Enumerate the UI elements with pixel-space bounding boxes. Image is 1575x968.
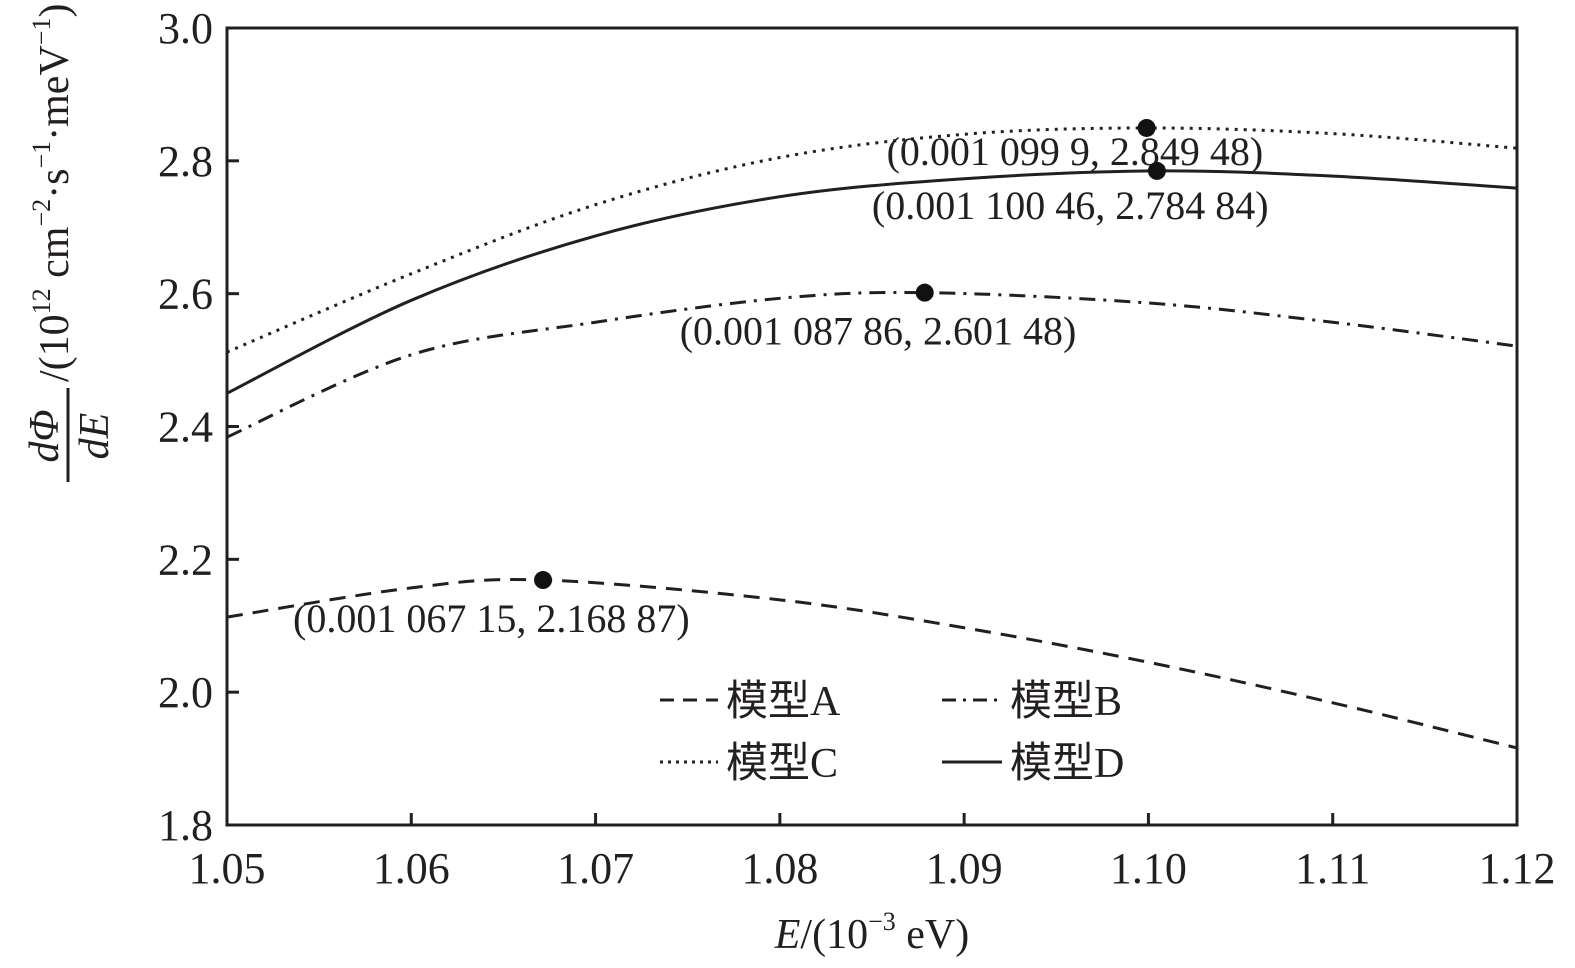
- x-tick-label: 1.08: [741, 844, 818, 893]
- x-tick-label: 1.10: [1110, 844, 1187, 893]
- peak-marker: [915, 283, 934, 302]
- y-axis-label: dΦ dE /(1012 cm−2·s−1·meV−1): [22, 4, 118, 482]
- y-tick-label: 3.0: [158, 4, 213, 53]
- legend-label-a: 模型A: [726, 679, 841, 725]
- peak-marker: [1147, 161, 1166, 180]
- x-axis-label: E/(10−3 eV): [774, 907, 969, 958]
- series-line-1: [226, 577, 1518, 750]
- legend: 模型A 模型B 模型C 模型D: [660, 679, 1124, 787]
- y-tick-label: 1.8: [158, 801, 213, 850]
- svg-text:dE: dE: [72, 413, 118, 460]
- y-ticks: 1.8 2.0 2.2 2.4 2.6 2.8 3.0: [158, 4, 239, 850]
- legend-label-c: 模型C: [726, 741, 838, 787]
- svg-text:/(1012 cm−2·s−1·meV−1): /(1012 cm−2·s−1·meV−1): [27, 4, 78, 382]
- y-tick-label: 2.6: [158, 270, 213, 319]
- curves: [226, 126, 1518, 750]
- y-tick-label: 2.2: [158, 535, 213, 584]
- annotations: (0.001 067 15, 2.168 87) (0.001 087 86, 2…: [293, 118, 1269, 641]
- svg-text:dΦ: dΦ: [22, 410, 68, 463]
- y-tick-label: 2.4: [158, 403, 213, 452]
- legend-label-d: 模型D: [1010, 741, 1124, 787]
- y-tick-label: 2.8: [158, 137, 213, 186]
- x-tick-label: 1.07: [557, 844, 634, 893]
- plot-frame: [225, 26, 1519, 827]
- legend-label-b: 模型B: [1010, 679, 1122, 725]
- peak-label: (0.001 087 86, 2.601 48): [680, 309, 1077, 354]
- series-line-3: [226, 126, 1518, 354]
- peak-marker: [1137, 118, 1156, 137]
- peak-label: (0.001 100 46, 2.784 84): [872, 183, 1269, 228]
- series-line-4: [226, 169, 1518, 395]
- x-tick-label: 1.05: [189, 844, 266, 893]
- y-tick-label: 2.0: [158, 668, 213, 717]
- x-tick-label: 1.11: [1295, 844, 1370, 893]
- peak-label: (0.001 067 15, 2.168 87): [293, 596, 690, 641]
- x-ticks: 1.05 1.06 1.07 1.08 1.09 1.10 1.11 1.12: [189, 813, 1556, 893]
- peak-marker: [534, 571, 553, 590]
- series-line-2: [226, 290, 1518, 439]
- x-tick-label: 1.06: [373, 844, 450, 893]
- x-tick-label: 1.09: [926, 844, 1003, 893]
- x-tick-label: 1.12: [1479, 844, 1556, 893]
- peak-label: (0.001 099 9, 2.849 48): [887, 129, 1264, 174]
